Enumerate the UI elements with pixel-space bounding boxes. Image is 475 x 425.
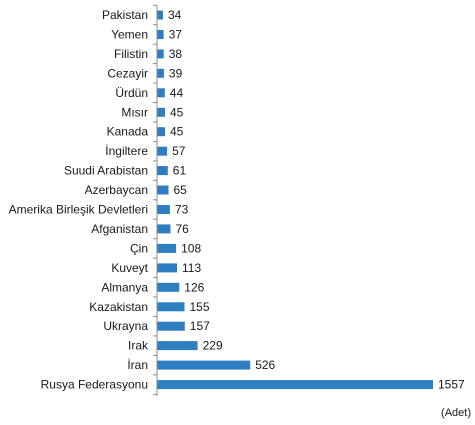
bar xyxy=(157,263,177,273)
bar xyxy=(157,380,433,390)
category-label: Almanya xyxy=(101,280,148,294)
category-label: Ukrayna xyxy=(103,319,148,333)
category-label: İran xyxy=(127,358,148,372)
bar xyxy=(157,107,165,117)
data-label: 157 xyxy=(190,319,210,333)
bar xyxy=(157,360,251,370)
bar xyxy=(157,224,171,234)
category-label: Kanada xyxy=(107,125,149,139)
y-axis-ticks-group xyxy=(153,4,157,395)
category-label: Amerika Birleşik Devletleri xyxy=(9,203,148,217)
data-label: 37 xyxy=(169,28,183,42)
data-label: 57 xyxy=(172,144,186,158)
x-axis-unit-label: (Adet) xyxy=(441,407,471,419)
bar xyxy=(157,88,165,98)
category-label: Azerbaycan xyxy=(85,183,148,197)
bar xyxy=(157,341,198,351)
data-label: 76 xyxy=(176,222,190,236)
data-label: 73 xyxy=(175,203,189,217)
bar xyxy=(157,10,163,20)
data-label: 155 xyxy=(190,300,210,314)
category-label: Pakistan xyxy=(102,8,148,22)
bar xyxy=(157,166,168,176)
value-labels-group: 34 37 38 39 44 45 45 57 61 65 73 76 108 113 126 155 157 2… xyxy=(168,8,465,392)
data-label: 45 xyxy=(170,105,184,119)
bar xyxy=(157,127,165,137)
category-label: Filistin xyxy=(114,47,148,61)
bar xyxy=(157,68,164,78)
data-label: 108 xyxy=(181,241,201,255)
data-label: 39 xyxy=(169,66,183,80)
data-label: 1557 xyxy=(438,378,465,392)
category-label: Cezayir xyxy=(107,66,148,80)
category-label: Kuveyt xyxy=(111,261,148,275)
bar xyxy=(157,302,185,312)
data-label: 34 xyxy=(168,8,182,22)
category-labels-group: Pakistan Yemen Filistin Cezayir Ürdün Mısır Ka… xyxy=(9,8,149,392)
category-label: Irak xyxy=(128,339,149,353)
data-label: 38 xyxy=(169,47,183,61)
category-label: Rusya Federasyonu xyxy=(41,378,148,392)
bar xyxy=(157,243,177,253)
bar xyxy=(157,49,164,59)
bars-group xyxy=(157,10,433,390)
category-label: Suudi Arabistan xyxy=(64,164,148,178)
data-label: 45 xyxy=(170,125,184,139)
category-label: İngiltere xyxy=(105,144,148,158)
category-label: Kazakistan xyxy=(89,300,148,314)
data-label: 65 xyxy=(174,183,188,197)
bar xyxy=(157,185,169,195)
data-label: 126 xyxy=(184,280,204,294)
bar xyxy=(157,146,168,156)
bar xyxy=(157,30,164,39)
category-label: Afganistan xyxy=(91,222,148,236)
bar xyxy=(157,282,180,292)
category-label: Yemen xyxy=(111,28,148,42)
data-label: 526 xyxy=(255,358,275,372)
category-label: Ürdün xyxy=(115,86,148,100)
category-label: Mısır xyxy=(121,105,148,119)
data-label: 113 xyxy=(182,261,201,275)
data-label: 229 xyxy=(203,339,223,353)
category-label: Çin xyxy=(130,241,148,255)
bar xyxy=(157,321,185,331)
data-label: 61 xyxy=(173,164,187,178)
bar xyxy=(157,205,170,214)
data-label: 44 xyxy=(170,86,184,100)
